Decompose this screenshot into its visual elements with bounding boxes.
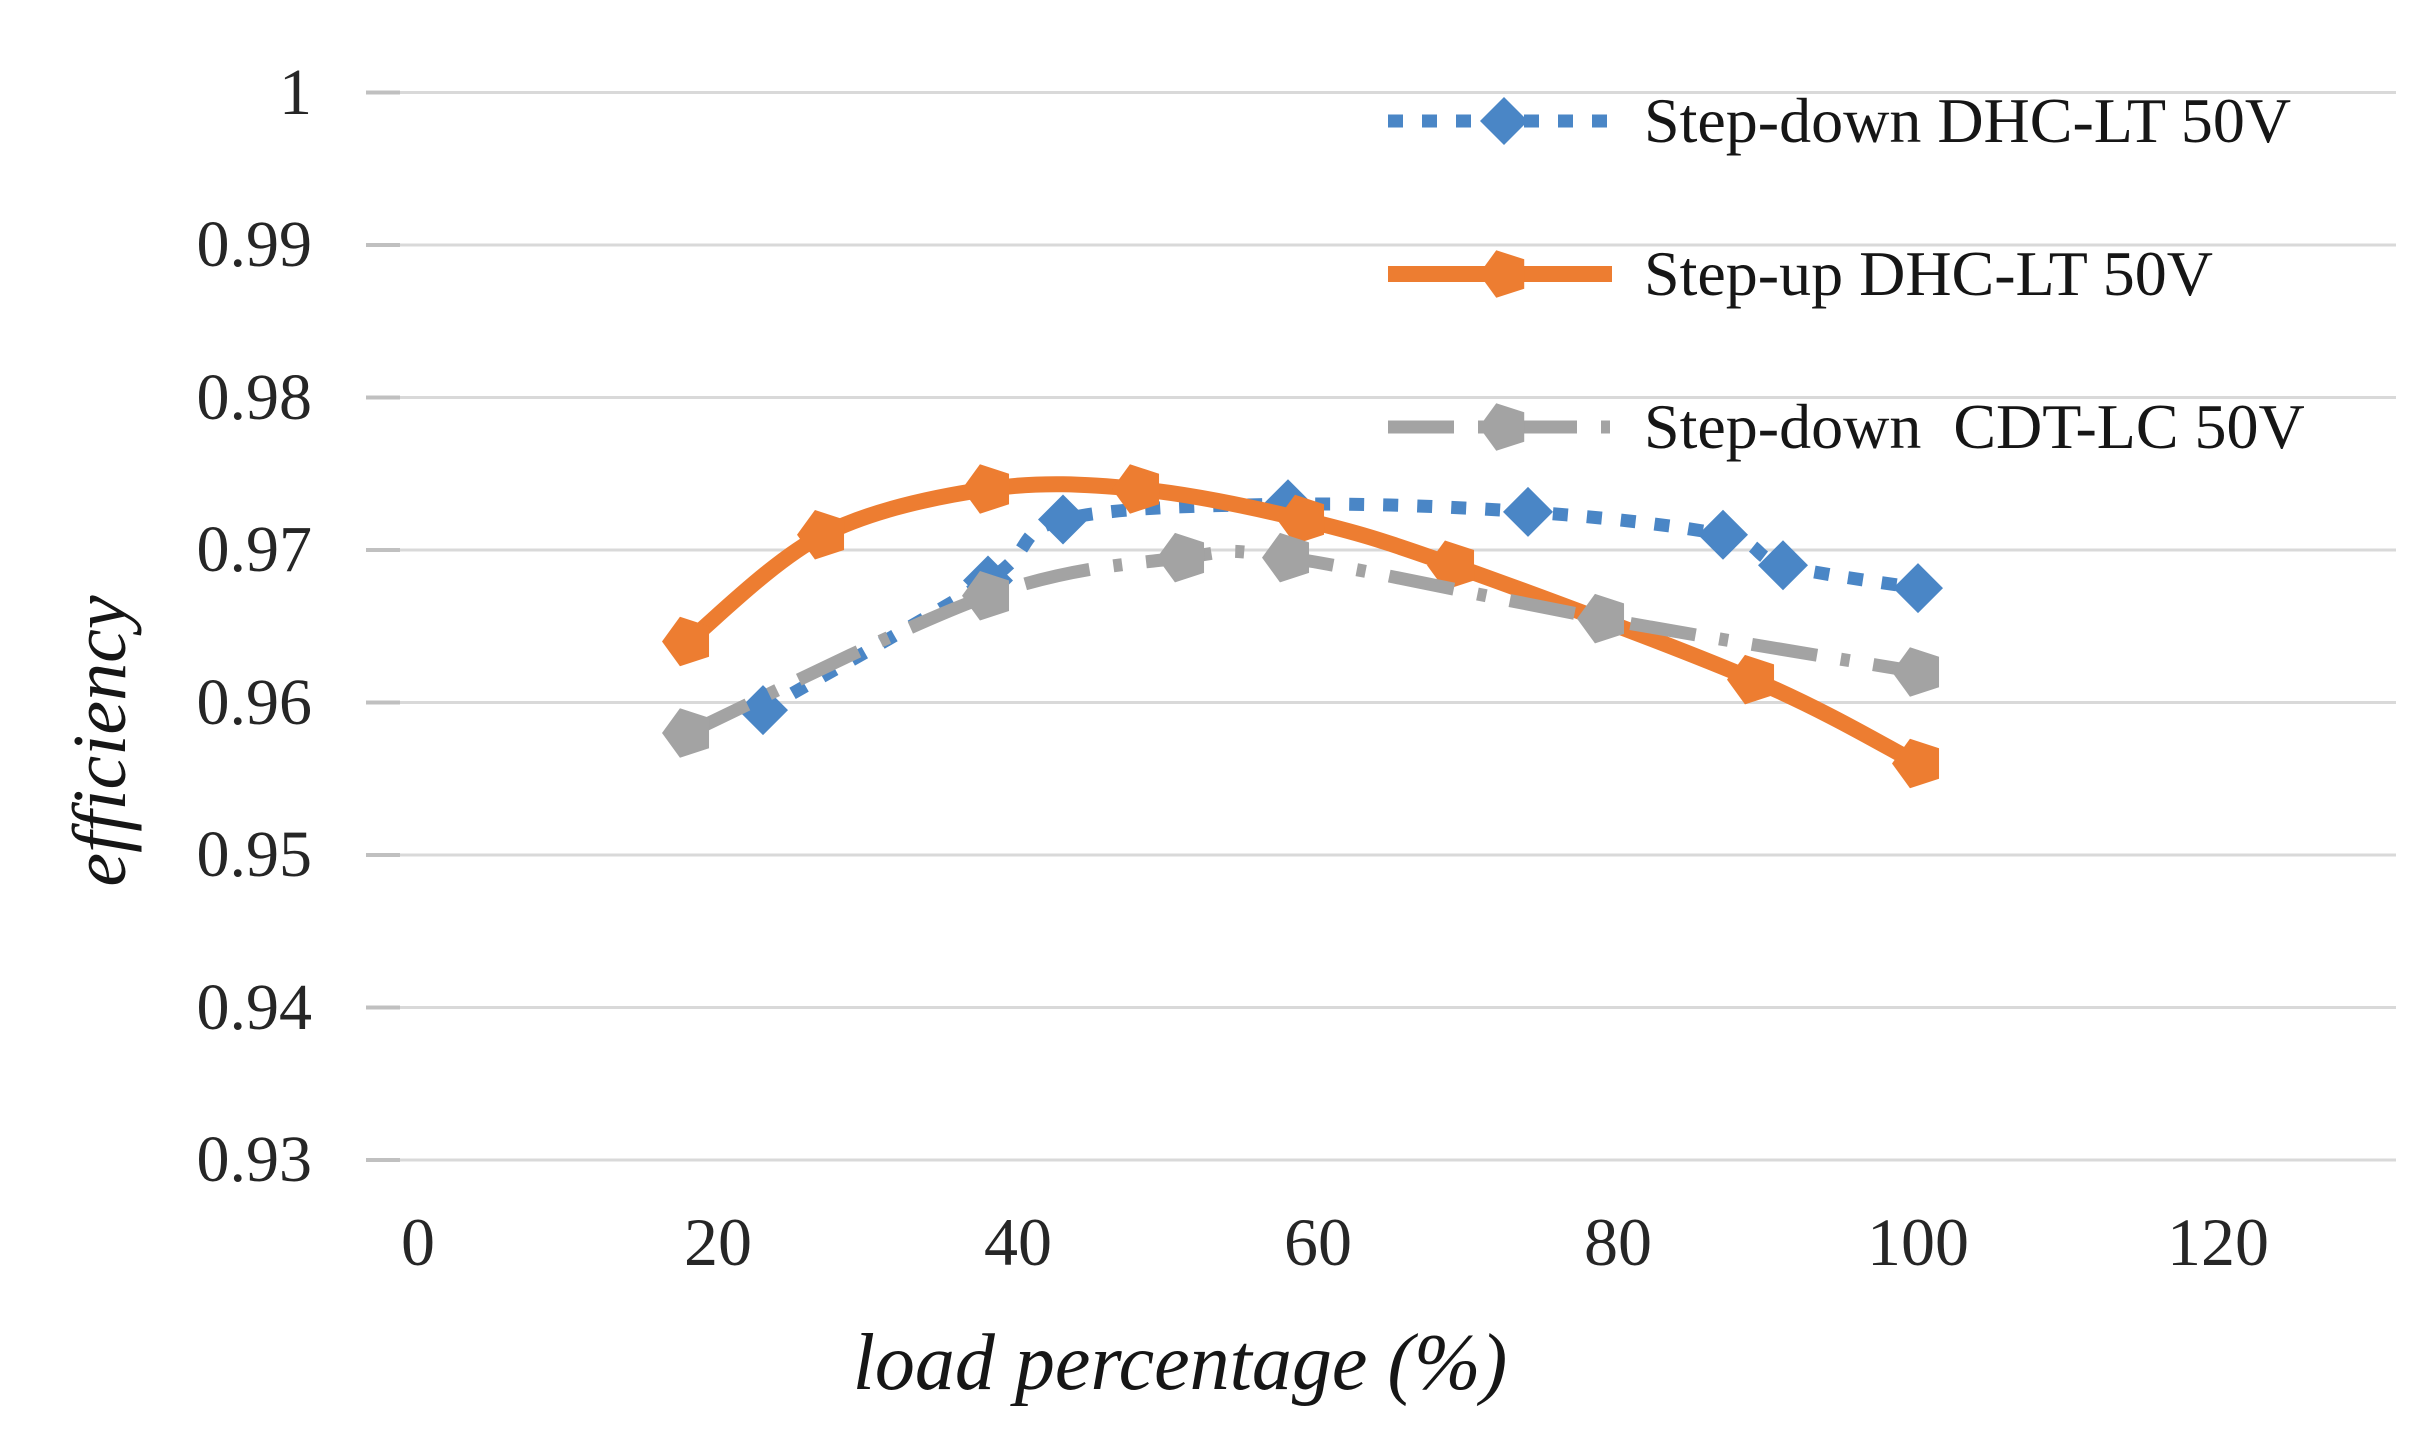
data-point-marker (662, 708, 710, 758)
legend-label: Step-up DHC-LT 50V (1644, 237, 2213, 309)
x-tick-label: 0 (401, 1204, 435, 1280)
data-point-marker (1038, 494, 1088, 545)
data-point-marker (1503, 486, 1553, 537)
x-tick-label: 60 (1284, 1204, 1352, 1280)
y-tick-label: 0.97 (196, 513, 313, 586)
y-tick-label: 0.98 (196, 360, 313, 434)
data-point-marker (1112, 464, 1160, 514)
data-point-marker (1427, 540, 1475, 590)
legend-item: Step-up DHC-LT 50V (1382, 197, 2392, 350)
legend-item: Step-down CDT-LC 50V (1382, 350, 2392, 503)
legend-line-sample (1388, 249, 1612, 298)
data-point-marker (1892, 647, 1940, 697)
legend-item: Step-down DHC-LT 50V (1382, 44, 2392, 197)
chart-legend: Step-down DHC-LT 50V Step-up DHC-LT 50V St… (1382, 44, 2392, 503)
y-axis-title: efficiency (58, 595, 142, 887)
y-tick-label: 1 (279, 55, 312, 129)
data-point-marker (1893, 563, 1943, 614)
x-axis-title: load percentage (%) (852, 1319, 1508, 1407)
legend-label: Step-down CDT-LC 50V (1644, 390, 2305, 462)
x-tick-label: 80 (1584, 1204, 1652, 1280)
data-point-marker (797, 510, 845, 560)
legend-label: Step-down DHC-LT 50V (1644, 84, 2292, 156)
y-tick-label: 0.96 (196, 665, 313, 739)
data-point-marker (1758, 540, 1808, 591)
data-point-marker (1727, 654, 1775, 705)
x-tick-label: 100 (1867, 1204, 1969, 1280)
data-point-marker (662, 616, 710, 667)
data-point-marker (1577, 593, 1625, 644)
data-point-marker (962, 464, 1010, 514)
legend-line-sample (1388, 96, 1612, 145)
y-tick-label: 0.94 (196, 970, 313, 1044)
data-point-marker (1892, 738, 1940, 789)
data-point-marker (962, 571, 1010, 621)
x-tick-label: 40 (984, 1204, 1052, 1280)
series-line (685, 544, 1920, 739)
legend-line-sample (1388, 402, 1612, 451)
y-tick-label: 0.95 (196, 818, 313, 891)
x-tick-label: 20 (684, 1204, 752, 1280)
y-tick-label: 0.93 (196, 1123, 313, 1196)
data-point-marker (1277, 494, 1325, 545)
x-tick-label: 120 (2167, 1204, 2269, 1280)
data-point-marker (1157, 532, 1205, 583)
data-point-marker (1698, 509, 1748, 560)
y-tick-label: 0.99 (196, 208, 313, 281)
data-point-marker (1262, 532, 1310, 583)
series-line (759, 497, 1920, 716)
